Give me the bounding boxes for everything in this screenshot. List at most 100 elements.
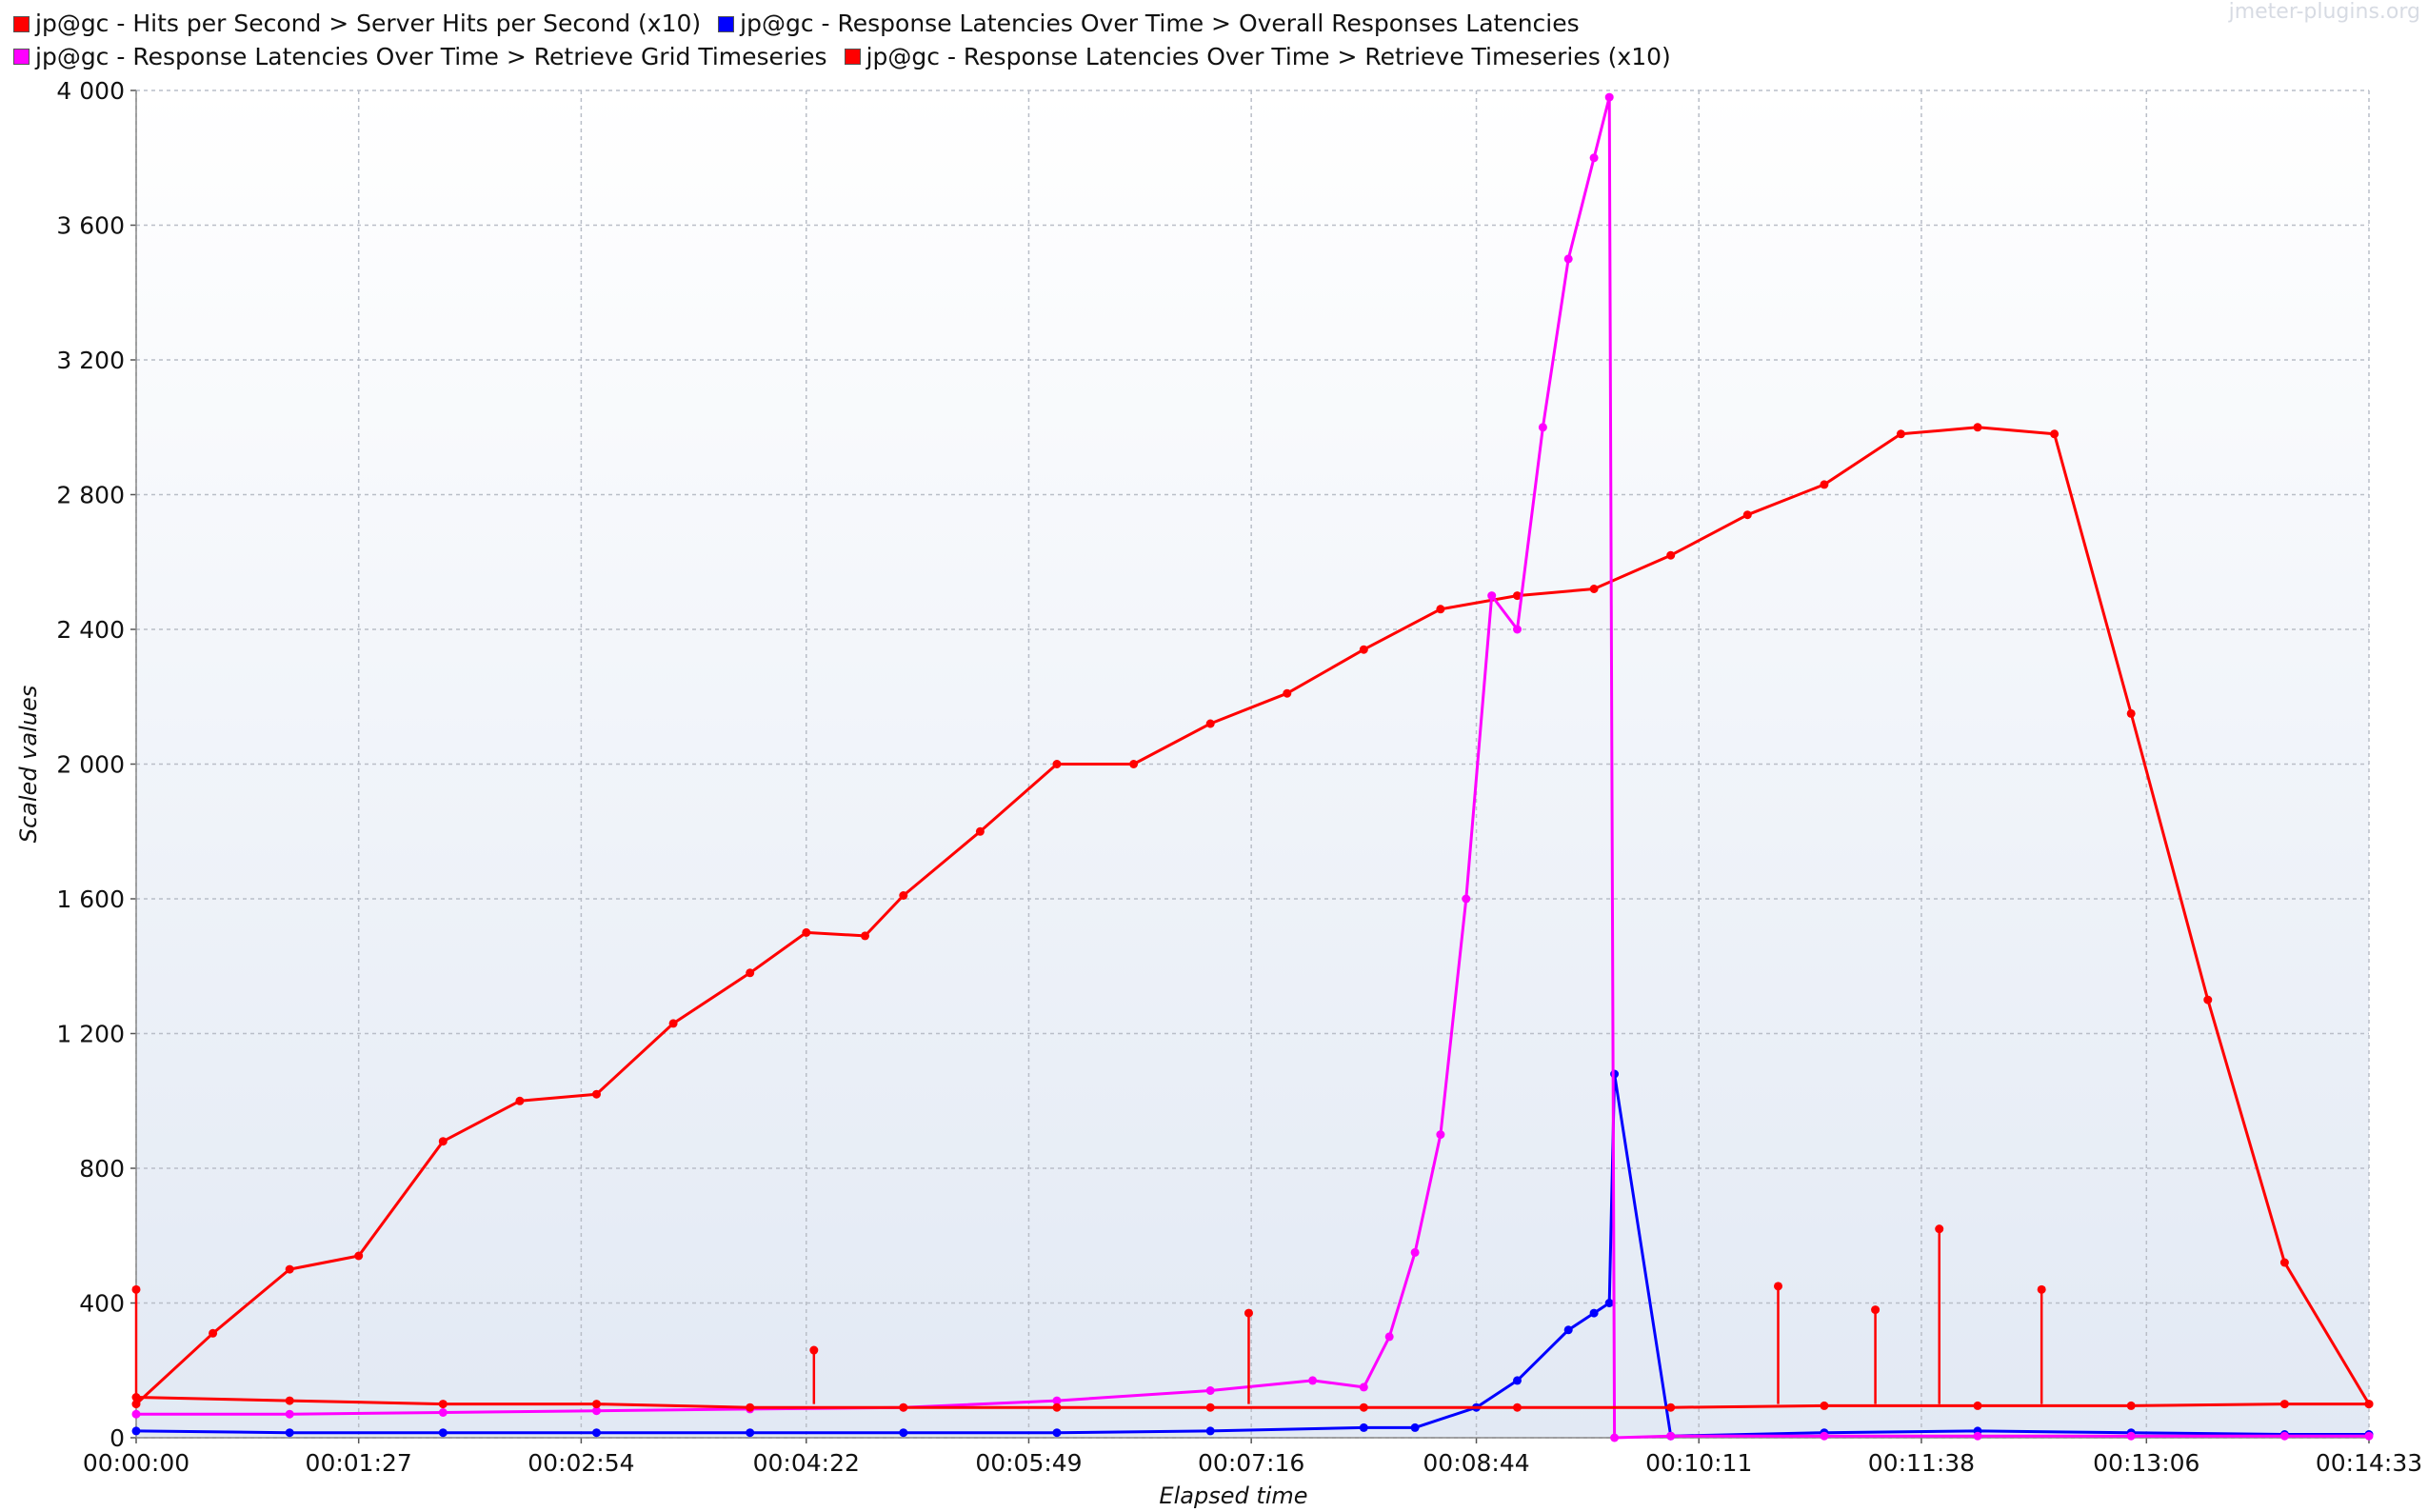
series-point-2 (438, 1428, 448, 1438)
series-4 (131, 1224, 2374, 1412)
legend-item-1: jp@gc - Hits per Second > Server Hits pe… (13, 8, 701, 40)
legend-swatch-2 (718, 15, 735, 32)
series-point-1 (746, 968, 755, 978)
legend-swatch-1 (13, 15, 30, 32)
series-point-1 (438, 1137, 448, 1146)
series-point-3 (285, 1409, 294, 1419)
spike-point (1244, 1308, 1253, 1318)
spike-point (1774, 1282, 1783, 1291)
spike-point (2037, 1284, 2046, 1294)
y-tick-label: 1 600 (56, 885, 125, 913)
series-point-3 (2364, 1431, 2374, 1441)
series-point-3 (1604, 92, 1614, 102)
x-tick-label: 00:13:06 (2093, 1449, 2199, 1477)
series-point-4 (899, 1403, 908, 1412)
series-point-2 (1563, 1325, 1573, 1335)
series-point-2 (592, 1428, 601, 1438)
series-point-3 (1973, 1431, 1982, 1441)
spike-point (809, 1345, 819, 1355)
series-point-1 (2203, 995, 2213, 1005)
series-point-1 (1666, 550, 1676, 560)
y-tick-label: 2 800 (56, 482, 125, 509)
series-point-1 (1513, 591, 1522, 601)
series-point-2 (1359, 1422, 1368, 1432)
series-point-3 (1589, 153, 1599, 163)
series-point-2 (1589, 1308, 1599, 1318)
spike-point (131, 1284, 141, 1294)
series-point-3 (1538, 423, 1547, 432)
series-point-1 (899, 891, 908, 900)
y-tick-label: 1 200 (56, 1021, 125, 1048)
x-tick-label: 00:08:44 (1423, 1449, 1529, 1477)
series-point-4 (746, 1403, 755, 1412)
series-point-3 (131, 1409, 141, 1419)
series-point-4 (1666, 1403, 1676, 1412)
series-point-1 (209, 1328, 218, 1338)
legend-label-4: jp@gc - Response Latencies Over Time > R… (866, 42, 1671, 70)
series-point-4 (1052, 1403, 1062, 1412)
series-point-1 (861, 931, 869, 941)
series-point-1 (1589, 585, 1599, 593)
series-point-1 (1283, 688, 1292, 698)
series-point-1 (2279, 1258, 2289, 1267)
series-point-3 (1052, 1396, 1062, 1405)
y-tick-label: 0 (109, 1424, 125, 1452)
x-axis-title: Elapsed time (1159, 1482, 1307, 1509)
y-tick-label: 3 200 (56, 347, 125, 374)
legend-label-3: jp@gc - Response Latencies Over Time > R… (35, 42, 827, 70)
y-tick-label: 800 (79, 1155, 125, 1183)
x-tick-label: 00:14:33 (2316, 1449, 2422, 1477)
series-point-1 (515, 1096, 525, 1105)
series-point-4 (1359, 1403, 1368, 1412)
x-tick-label: 00:00:00 (83, 1449, 189, 1477)
legend-item-2: jp@gc - Response Latencies Over Time > O… (718, 8, 1580, 40)
x-tick-label: 00:02:54 (527, 1449, 634, 1477)
series-point-1 (1820, 480, 1829, 489)
series-point-1 (1359, 645, 1368, 654)
series-point-1 (1742, 510, 1752, 520)
legend-label-1: jp@gc - Hits per Second > Server Hits pe… (35, 10, 702, 37)
series-point-1 (975, 826, 985, 836)
series-point-1 (668, 1019, 678, 1028)
y-axis-title: Scaled values (15, 686, 42, 844)
series-point-1 (1205, 719, 1215, 728)
y-tick-label: 400 (79, 1290, 125, 1318)
series-point-3 (1436, 1130, 1445, 1140)
series-point-3 (2279, 1431, 2289, 1441)
series-point-3 (1666, 1431, 1676, 1441)
y-tick-label: 3 600 (56, 212, 125, 240)
series-point-2 (1604, 1299, 1614, 1307)
series-point-4 (1820, 1401, 1829, 1410)
series-point-3 (1359, 1383, 1368, 1392)
series-point-2 (899, 1428, 908, 1438)
series-point-3 (1610, 1433, 1620, 1442)
series-point-1 (2050, 429, 2060, 439)
series-point-3 (1820, 1431, 1829, 1441)
series-point-2 (131, 1426, 141, 1436)
legend-swatch-4 (844, 49, 861, 65)
legend-label-2: jp@gc - Response Latencies Over Time > O… (740, 10, 1580, 37)
series-point-1 (592, 1089, 601, 1099)
y-tick-label: 2 000 (56, 751, 125, 779)
series-point-1 (354, 1251, 364, 1261)
series-point-3 (1513, 625, 1522, 634)
series-point-3 (1487, 591, 1497, 601)
series-point-4 (1513, 1403, 1522, 1412)
x-tick-label: 00:11:38 (1868, 1449, 1975, 1477)
series-point-3 (592, 1406, 601, 1416)
series-1 (131, 423, 2374, 1409)
series-point-2 (285, 1428, 294, 1438)
legend-item-4: jp@gc - Response Latencies Over Time > R… (844, 41, 1671, 73)
series-point-4 (2126, 1401, 2136, 1410)
series-point-2 (1052, 1428, 1062, 1438)
x-tick-label: 00:01:27 (306, 1449, 412, 1477)
series-point-2 (1205, 1426, 1215, 1436)
series-point-1 (802, 927, 811, 937)
series-point-4 (1205, 1403, 1215, 1412)
x-tick-label: 00:04:22 (753, 1449, 860, 1477)
series-point-3 (1205, 1386, 1215, 1395)
series-point-4 (2279, 1400, 2289, 1409)
series-point-4 (438, 1400, 448, 1409)
spike-point (1871, 1305, 1881, 1315)
legend-swatch-3 (13, 49, 30, 65)
